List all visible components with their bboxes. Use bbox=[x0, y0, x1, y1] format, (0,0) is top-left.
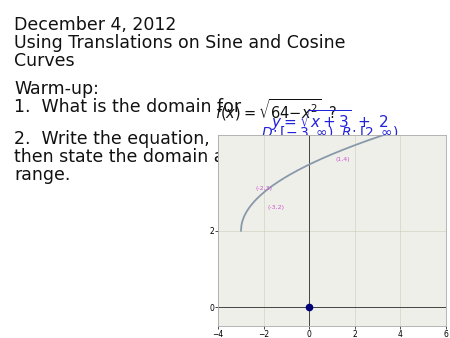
Text: $D\!:[\!-3,\infty)\ \ R\!:[2,\infty)$: $D\!:[\!-3,\infty)\ \ R\!:[2,\infty)$ bbox=[261, 125, 399, 141]
Text: Warm-up:: Warm-up: bbox=[14, 80, 99, 98]
Text: $y = \sqrt{x+3}\ +\ 2$: $y = \sqrt{x+3}\ +\ 2$ bbox=[271, 108, 389, 133]
Text: 2.  Write the equation,: 2. Write the equation, bbox=[14, 130, 210, 148]
Text: Using Translations on Sine and Cosine: Using Translations on Sine and Cosine bbox=[14, 34, 346, 52]
Text: (-3,2): (-3,2) bbox=[267, 205, 284, 210]
Text: Curves: Curves bbox=[14, 52, 75, 70]
Text: (1,4): (1,4) bbox=[335, 157, 350, 162]
Text: (-2,3): (-2,3) bbox=[255, 186, 272, 191]
Text: December 4, 2012: December 4, 2012 bbox=[14, 16, 176, 34]
Text: $f(x){=}\sqrt{64{-}x^2}$  ?: $f(x){=}\sqrt{64{-}x^2}$ ? bbox=[215, 97, 337, 123]
Text: range.: range. bbox=[14, 166, 70, 184]
Text: then state the domain and: then state the domain and bbox=[14, 148, 247, 166]
Text: 1.  What is the domain for: 1. What is the domain for bbox=[14, 98, 241, 116]
